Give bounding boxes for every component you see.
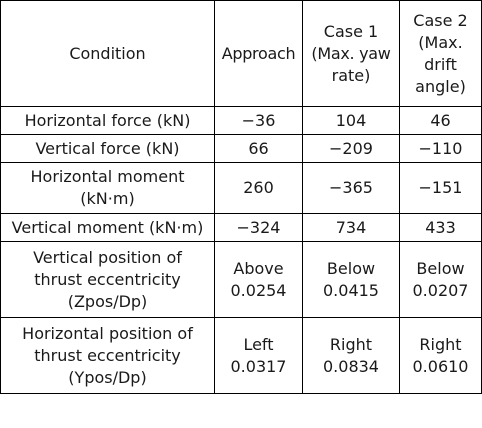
- row-label-line: (Ypos/Dp): [68, 367, 147, 387]
- cell-line: −110: [418, 138, 463, 158]
- table-row: Vertical position of thrust eccentricity…: [0, 241, 482, 318]
- header-case2-line: (Max.: [418, 32, 463, 52]
- cell-line: Right: [419, 334, 462, 354]
- row-label-line: (kN·m): [80, 189, 135, 208]
- cell-line: Below: [326, 258, 376, 278]
- header-approach: Approach: [214, 0, 303, 107]
- cell-line: 0.0317: [230, 356, 287, 376]
- cell-line: 0.0207: [412, 280, 469, 300]
- row-label-line: Horizontal moment: [30, 167, 185, 186]
- cell-approach: Above 0.0254: [214, 241, 303, 318]
- header-row: Condition Approach Case 1 (Max. yaw rate…: [0, 0, 482, 107]
- table-row: Horizontal moment (kN·m) 260 −365 −151: [0, 162, 482, 214]
- header-case1: Case 1 (Max. yaw rate): [302, 0, 400, 107]
- row-label: Horizontal force (kN): [0, 106, 215, 135]
- header-condition-text: Condition: [69, 43, 146, 63]
- thrust-results-table: Condition Approach Case 1 (Max. yaw rate…: [0, 0, 482, 394]
- header-case1-line: (Max. yaw: [311, 43, 391, 63]
- cell-line: 0.0254: [230, 280, 287, 300]
- cell-case2: Right 0.0610: [399, 317, 482, 394]
- cell-case2: Below 0.0207: [399, 241, 482, 318]
- table-row: Vertical moment (kN·m) −324 734 433: [0, 213, 482, 242]
- header-case2: Case 2 (Max. drift angle): [399, 0, 482, 107]
- header-case1-line: rate): [331, 65, 371, 85]
- row-label: Vertical force (kN): [0, 134, 215, 163]
- cell-line: −365: [329, 178, 373, 197]
- cell-line: Right: [329, 334, 373, 354]
- cell-line: 433: [425, 217, 456, 237]
- cell-approach: −36: [214, 106, 303, 135]
- row-label: Horizontal moment (kN·m): [0, 162, 215, 214]
- cell-line: 46: [430, 110, 451, 130]
- row-label-line: Horizontal force (kN): [24, 110, 191, 130]
- cell-line: −324: [236, 217, 281, 237]
- cell-approach: 260: [214, 162, 303, 214]
- header-case2-line: drift: [424, 54, 457, 74]
- cell-line: 260: [243, 178, 274, 197]
- header-case2-line: angle): [415, 76, 466, 96]
- cell-case1: 734: [302, 213, 400, 242]
- cell-line: 104: [335, 110, 367, 130]
- header-case1-line: Case 1: [323, 21, 379, 41]
- cell-case1: 104: [302, 106, 400, 135]
- table-row: Horizontal force (kN) −36 104 46: [0, 106, 482, 135]
- cell-line: Below: [416, 258, 465, 278]
- header-case2-line: Case 2: [413, 10, 468, 30]
- cell-line: 0.0415: [323, 280, 379, 300]
- cell-case2: −110: [399, 134, 482, 163]
- row-label: Vertical moment (kN·m): [0, 213, 215, 242]
- row-label-line: Vertical force (kN): [35, 138, 180, 158]
- row-label-line: Vertical position of: [33, 247, 182, 267]
- cell-approach: 66: [214, 134, 303, 163]
- cell-line: 0.0834: [323, 356, 379, 376]
- cell-line: Above: [233, 258, 284, 278]
- row-label-line: (Zpos/Dp): [67, 291, 148, 311]
- cell-line: −151: [418, 178, 463, 197]
- cell-approach: Left 0.0317: [214, 317, 303, 394]
- cell-case1: Right 0.0834: [302, 317, 400, 394]
- header-condition: Condition: [0, 0, 215, 107]
- cell-approach: −324: [214, 213, 303, 242]
- cell-line: 734: [335, 217, 367, 237]
- cell-case2: 46: [399, 106, 482, 135]
- cell-line: 0.0610: [412, 356, 469, 376]
- cell-case1: Below 0.0415: [302, 241, 400, 318]
- row-label-line: thrust eccentricity: [34, 269, 181, 289]
- table-row: Horizontal position of thrust eccentrici…: [0, 317, 482, 394]
- row-label: Horizontal position of thrust eccentrici…: [0, 317, 215, 394]
- header-approach-text: Approach: [221, 43, 296, 63]
- row-label-line: thrust eccentricity: [34, 345, 181, 365]
- cell-case2: −151: [399, 162, 482, 214]
- row-label-line: Horizontal position of: [22, 323, 193, 343]
- cell-line: −209: [329, 138, 373, 158]
- cell-case1: −365: [302, 162, 400, 214]
- cell-case2: 433: [399, 213, 482, 242]
- row-label-line: Vertical moment (kN·m): [11, 217, 204, 237]
- table-row: Vertical force (kN) 66 −209 −110: [0, 134, 482, 163]
- cell-line: Left: [243, 334, 274, 354]
- cell-case1: −209: [302, 134, 400, 163]
- cell-line: −36: [241, 110, 276, 130]
- cell-line: 66: [248, 138, 269, 158]
- row-label: Vertical position of thrust eccentricity…: [0, 241, 215, 318]
